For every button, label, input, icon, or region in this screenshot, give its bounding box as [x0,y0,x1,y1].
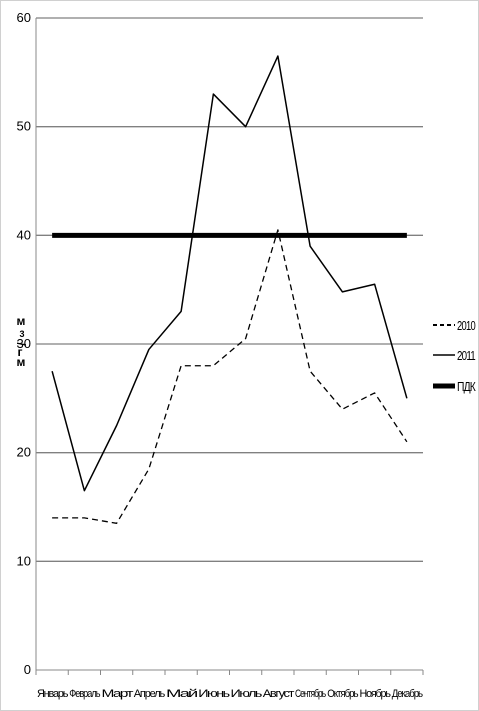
y-axis-label-part: 3 [19,329,24,339]
legend-label: 2011 [457,348,476,363]
y-tick-label: 0 [24,662,31,677]
x-tick-label: Сентябрь [295,688,326,700]
x-tick-label: Октябрь [327,688,359,700]
legend-label: ПДК [457,379,476,394]
x-tick-label: Апрель [134,688,166,700]
y-axis-label-part: г [18,345,23,359]
series-lines [51,55,408,524]
y-tick-label: 30 [17,336,31,351]
y-tick-labels: 0 10 20 30 40 50 60 [17,10,31,677]
legend-label: 2010 [457,318,476,333]
x-tick-label: Январь [37,688,69,700]
series-line-2011 [51,55,408,492]
y-tick-label: 50 [17,119,31,134]
y-axis-label-part: м [17,355,26,369]
x-tick-label: Март [102,688,134,700]
x-tick-label: Июнь [198,688,230,700]
y-tick-label: 10 [17,553,31,568]
x-tick-label: Ноябрь [360,688,392,700]
x-tick-label: Июль [231,688,263,700]
y-axis-label-part: м [17,314,26,328]
y-axis-label-part: / [14,342,28,346]
x-tick-label: Август [263,688,295,700]
y-tick-label: 20 [17,445,31,460]
y-axis-label: м3/гм [14,314,28,369]
x-tick-label: Май [166,688,198,700]
x-tick-label: Декабрь [392,688,424,700]
y-tick-label: 40 [17,227,31,242]
y-tick-label: 60 [17,10,31,25]
x-tick-labels: Январь Февраль Март Апрель Май Июнь Июль Август… [35,670,424,700]
legend: 2010 2011 ПДК [433,318,477,394]
x-tick-label: Февраль [69,688,100,700]
series-line-2010 [52,229,408,524]
